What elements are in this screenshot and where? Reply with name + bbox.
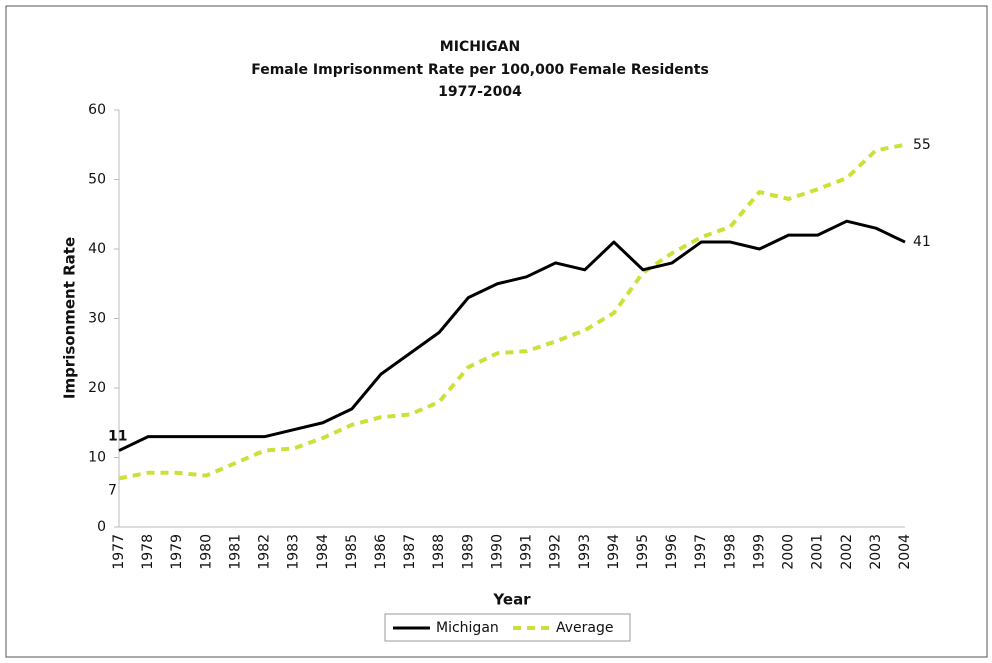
x-tick-label: 1988 xyxy=(431,534,447,570)
data-label: 7 xyxy=(108,482,117,498)
chart-title: MICHIGAN xyxy=(440,39,520,55)
x-tick-label: 2001 xyxy=(810,534,826,570)
y-tick-label: 30 xyxy=(88,311,106,327)
x-tick-label: 2002 xyxy=(839,534,855,570)
x-tick-label: 1994 xyxy=(606,534,622,570)
x-tick-label: 2004 xyxy=(897,534,913,570)
legend-label: Michigan xyxy=(436,620,499,636)
chart-title: 1977-2004 xyxy=(438,84,522,100)
x-tick-label: 2000 xyxy=(781,534,797,570)
line-series xyxy=(118,142,906,481)
chart-title: Female Imprisonment Rate per 100,000 Fem… xyxy=(251,62,709,78)
y-tick-label: 20 xyxy=(88,380,106,396)
x-tick-label: 1990 xyxy=(489,534,505,570)
chart-frame xyxy=(5,5,988,658)
x-tick-label: 1992 xyxy=(548,534,564,570)
x-tick-label: 1984 xyxy=(315,534,331,570)
x-tick-label: 1978 xyxy=(140,534,156,570)
x-tick-label: 1986 xyxy=(373,534,389,570)
y-tick-label: 40 xyxy=(88,241,106,257)
x-tick-label: 1980 xyxy=(198,534,214,570)
data-label: 11 xyxy=(108,429,127,445)
x-tick-label: 1996 xyxy=(664,534,680,570)
x-tick-label: 1987 xyxy=(402,534,418,570)
x-tick-label: 1981 xyxy=(227,534,243,570)
x-tick-label: 1999 xyxy=(751,534,767,570)
x-tick-label: 1995 xyxy=(635,534,651,570)
x-tick-label: 1998 xyxy=(722,534,738,570)
x-tick-label: 1993 xyxy=(577,534,593,570)
x-tick-label: 1982 xyxy=(257,534,273,570)
line-series xyxy=(118,219,906,452)
y-axis-title: Imprisonment Rate xyxy=(61,237,79,399)
x-tick-label: 2003 xyxy=(868,534,884,570)
x-tick-label: 1979 xyxy=(169,534,185,570)
y-tick-label: 60 xyxy=(88,102,106,118)
data-label: 55 xyxy=(913,137,931,153)
x-tick-label: 1989 xyxy=(460,534,476,570)
x-axis-title: Year xyxy=(492,591,531,609)
y-tick-label: 0 xyxy=(97,519,106,535)
y-tick-label: 10 xyxy=(88,450,106,466)
x-tick-label: 1997 xyxy=(693,534,709,570)
x-tick-label: 1985 xyxy=(344,534,360,570)
x-tick-label: 1991 xyxy=(519,534,535,570)
x-tick-label: 1977 xyxy=(111,534,127,570)
legend-label: Average xyxy=(556,620,614,636)
x-tick-label: 1983 xyxy=(286,534,302,570)
y-tick-label: 50 xyxy=(88,172,106,188)
data-label: 41 xyxy=(913,234,931,250)
